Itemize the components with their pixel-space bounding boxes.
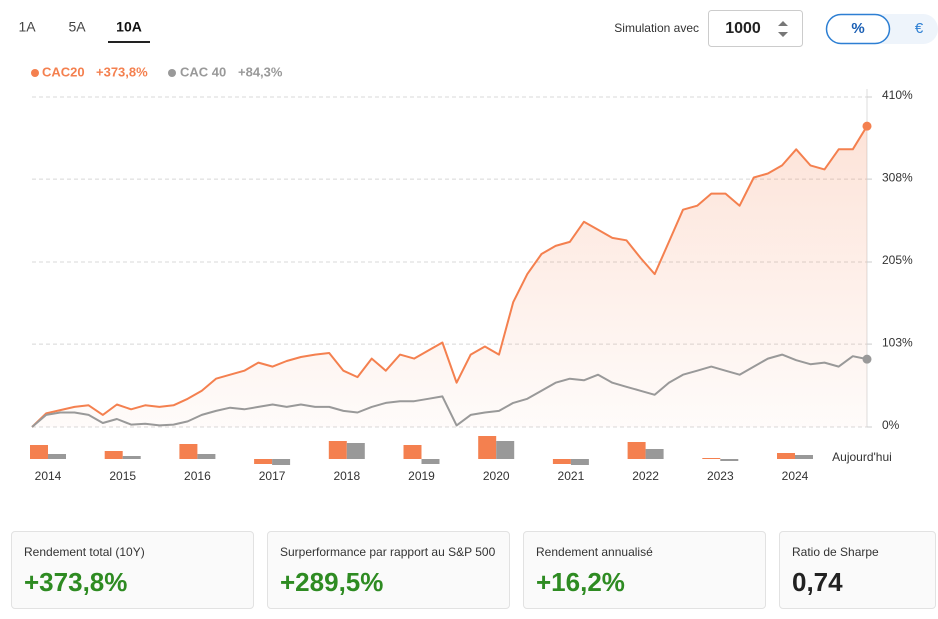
stat-label: Surperformance par rapport au S&P 500 (280, 545, 496, 559)
amount-value[interactable]: 1000 (725, 20, 761, 37)
toggle-option[interactable]: € (915, 20, 924, 37)
y-tick-label: 103% (882, 335, 913, 349)
x-tick-label: 2014 (35, 469, 62, 483)
stat-card: Rendement annualisé +16,2% (523, 531, 766, 609)
annual-bar (346, 443, 365, 459)
annual-bar (645, 449, 664, 459)
y-tick-label: 410% (882, 88, 913, 102)
tab[interactable]: 10A (116, 19, 142, 35)
stat-value: +289,5% (280, 567, 384, 597)
annual-bar (197, 454, 216, 459)
amount-input[interactable] (708, 10, 803, 47)
x-tick-label: 2017 (259, 469, 286, 483)
annual-bar (627, 442, 646, 459)
x-tick-label: Aujourd'hui (832, 450, 892, 464)
legend-name: CAC20 (42, 64, 85, 79)
annual-bar (702, 458, 721, 459)
annual-bar (777, 453, 795, 459)
stat-card: Ratio de Sharpe 0,74 (779, 531, 936, 609)
toggle-option[interactable]: % (851, 20, 864, 37)
line (31, 125, 868, 428)
annual-bar (104, 451, 123, 459)
stat-value: +16,2% (536, 567, 625, 597)
simulation-label: Simulation avec (614, 21, 699, 35)
legend-name: CAC 40 (180, 64, 226, 79)
spinner[interactable] (778, 21, 788, 37)
stat-card: Rendement total (10Y) +373,8% (11, 531, 254, 609)
stat-value: 0,74 (792, 567, 843, 597)
annual-bar (421, 459, 440, 464)
stat-label: Rendement annualisé (536, 545, 653, 559)
stat-card: Surperformance par rapport au S&P 500 +28… (267, 531, 510, 609)
x-tick-label: 2023 (707, 469, 734, 483)
stat-label: Rendement total (10Y) (24, 545, 145, 559)
y-tick-label: 308% (882, 170, 913, 184)
stat-value: +373,8% (24, 567, 128, 597)
annual-bar (478, 436, 497, 459)
area (32, 126, 867, 427)
y-tick-label: 205% (882, 253, 913, 267)
x-tick-label: 2019 (408, 469, 435, 483)
x-tick-label: 2020 (483, 469, 510, 483)
legend-value: +373,8% (96, 64, 148, 79)
annual-bar (122, 456, 141, 459)
annual-bar (496, 441, 515, 459)
legend-value: +84,3% (238, 64, 283, 79)
x-tick-label: 2021 (558, 469, 585, 483)
end-dot (862, 121, 872, 131)
annual-bar (48, 454, 66, 459)
annual-bar (403, 445, 422, 459)
y-tick-label: 0% (882, 418, 900, 432)
tab[interactable]: 1A (18, 19, 36, 35)
annual-bar (720, 459, 739, 461)
legend-dot (31, 69, 39, 77)
legend-dot (168, 69, 176, 77)
annual-bar (30, 445, 48, 459)
annual-bar (552, 459, 571, 464)
x-tick-label: 2022 (632, 469, 659, 483)
x-tick-label: 2024 (782, 469, 809, 483)
toggle-active[interactable] (825, 13, 891, 45)
stat-label: Ratio de Sharpe (792, 545, 879, 559)
tab[interactable]: 5A (68, 19, 86, 35)
annual-bar (272, 459, 291, 465)
annual-bar (328, 441, 347, 459)
line (31, 353, 868, 428)
x-tick-label: 2018 (333, 469, 360, 483)
x-tick-label: 2015 (109, 469, 136, 483)
end-dot (862, 354, 872, 364)
annual-bar (795, 455, 813, 459)
x-tick-label: 2016 (184, 469, 211, 483)
annual-bar (254, 459, 273, 464)
widget: Simulation avec 1000 1A 5A 10A% €0% 103% 205%… (18, 10, 938, 483)
annual-bar (179, 444, 198, 459)
annual-bar (570, 459, 589, 465)
